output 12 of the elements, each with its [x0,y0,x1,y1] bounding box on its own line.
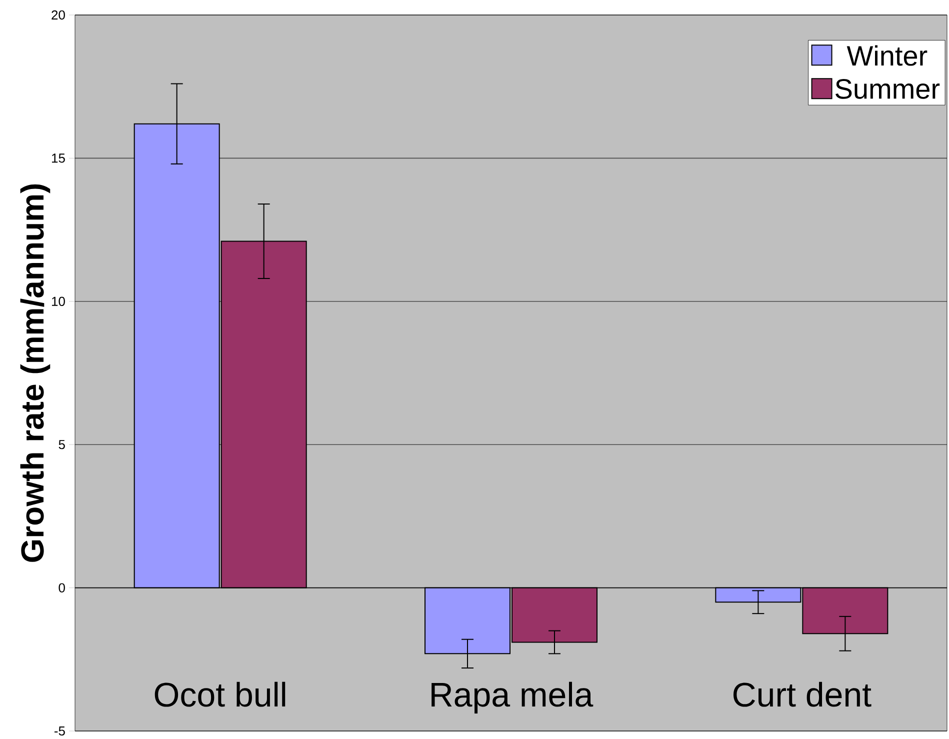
y-tick-label: 20 [52,10,65,20]
x-tick-label: Curt dent [733,682,872,707]
y-axis-title: Growth rate (mm/annum) [20,184,50,562]
y-tick-label: 5 [58,440,65,450]
x-tick-label: Rapa mela [432,682,594,714]
y-tick-label: 15 [52,154,65,163]
legend-label: Summer [836,79,940,99]
legend-label: Winter [846,45,928,66]
x-tick-label: Ocot bull [154,682,286,707]
y-tick-label: 10 [52,296,65,306]
y-tick-label: -5 [54,726,65,736]
y-tick-label: 0 [58,583,65,592]
